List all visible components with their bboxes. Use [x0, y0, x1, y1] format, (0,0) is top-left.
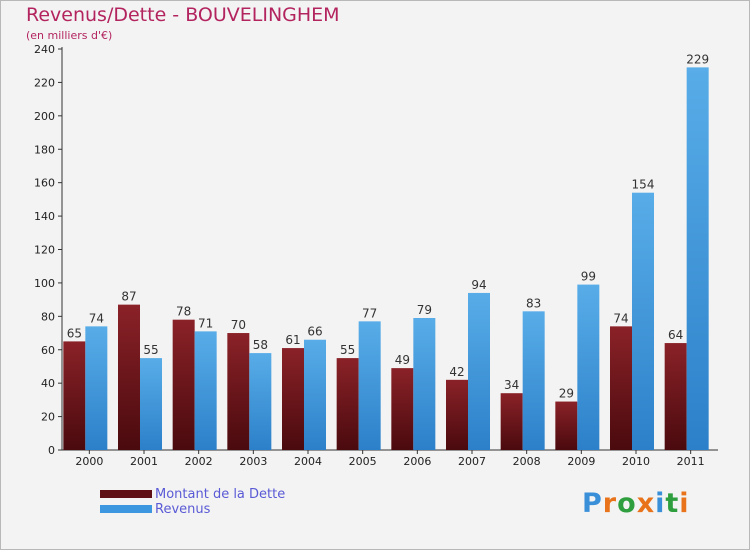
x-tick-label: 2005: [349, 455, 377, 468]
data-label-debt: 29: [559, 387, 574, 401]
x-tick-label: 2010: [622, 455, 650, 468]
chart-bars: [63, 67, 709, 451]
bar-debt: [610, 326, 632, 450]
bar-revenue: [686, 67, 709, 451]
y-tick-label: 120: [34, 244, 55, 257]
bar-revenue: [577, 284, 600, 450]
bar-revenue: [632, 192, 654, 451]
data-label-revenue: 154: [632, 178, 655, 192]
bar-revenue: [358, 321, 381, 450]
x-tick-label: 2009: [567, 455, 595, 468]
bar-revenue: [249, 353, 272, 450]
y-tick-label: 0: [48, 444, 55, 457]
x-tick-label: 2008: [513, 455, 541, 468]
data-label-debt: 78: [176, 305, 191, 319]
data-label-revenue: 94: [471, 278, 486, 292]
data-label-debt: 61: [285, 333, 300, 347]
x-tick-label: 2006: [403, 455, 431, 468]
y-tick-label: 20: [41, 411, 55, 424]
proxiti-logo: Proxiti: [582, 488, 690, 519]
data-label-revenue: 79: [417, 303, 432, 317]
x-tick-label: 2004: [294, 455, 322, 468]
y-tick-label: 100: [34, 277, 55, 290]
legend-item-revenue: Revenus: [100, 501, 211, 517]
data-label-debt: 87: [121, 290, 136, 304]
data-label-revenue: 55: [143, 343, 158, 357]
data-label-debt: 34: [504, 378, 519, 392]
bar-debt: [391, 368, 414, 450]
x-tick-label: 2002: [185, 455, 213, 468]
bar-debt: [172, 319, 195, 450]
bar-debt: [336, 358, 359, 450]
bar-revenue: [413, 318, 436, 450]
x-tick-label: 2011: [677, 455, 705, 468]
data-label-debt: 64: [668, 328, 683, 342]
bar-revenue: [468, 292, 490, 450]
y-tick-label: 200: [34, 110, 55, 123]
bar-debt: [555, 401, 578, 450]
bar-revenue: [522, 311, 545, 450]
data-label-revenue: 66: [307, 325, 322, 339]
x-tick-label: 2000: [75, 455, 103, 468]
legend-swatch-debt: [100, 490, 152, 498]
bar-revenue: [304, 339, 326, 450]
data-label-debt: 65: [67, 326, 82, 340]
x-tick-label: 2001: [130, 455, 158, 468]
data-label-debt: 49: [395, 353, 410, 367]
legend-label-revenue: Revenus: [155, 501, 211, 517]
data-label-revenue: 83: [526, 296, 541, 310]
bar-revenue: [140, 358, 162, 450]
y-tick-label: 180: [34, 143, 55, 156]
y-tick-label: 40: [41, 377, 55, 390]
bar-debt: [118, 304, 140, 450]
bar-debt: [500, 393, 523, 450]
legend-label-debt: Montant de la Dette: [155, 486, 286, 502]
data-label-debt: 42: [449, 365, 464, 379]
bar-revenue: [85, 326, 108, 450]
data-label-revenue: 229: [686, 52, 709, 66]
bar-debt: [227, 333, 250, 450]
data-label-revenue: 58: [253, 338, 268, 352]
y-tick-label: 140: [34, 210, 55, 223]
data-label-debt: 55: [340, 343, 355, 357]
bar-debt: [63, 341, 86, 450]
bar-revenue: [194, 331, 217, 450]
chart-data-labels: 65 74 87 55 78 71 70 58 61 66 55 77 49 79 42 94 34 83 29 99…: [67, 52, 709, 400]
legend-swatch-revenue: [100, 505, 152, 513]
data-label-revenue: 99: [581, 270, 596, 284]
data-label-revenue: 74: [89, 311, 104, 325]
y-tick-label: 160: [34, 177, 55, 190]
x-tick-label: 2007: [458, 455, 486, 468]
y-tick-label: 60: [41, 344, 55, 357]
bar-debt: [664, 343, 687, 450]
bar-debt: [282, 348, 304, 450]
legend-item-debt: Montant de la Dette: [100, 486, 286, 502]
chart-subtitle: (en milliers d'€): [26, 29, 113, 42]
y-tick-label: 220: [34, 76, 55, 89]
data-label-debt: 74: [613, 311, 628, 325]
bar-debt: [446, 379, 468, 450]
data-label-revenue: 77: [362, 306, 377, 320]
x-tick-label: 2003: [239, 455, 267, 468]
chart-title: Revenus/Dette - BOUVELINGHEM: [26, 4, 340, 26]
data-label-debt: 70: [231, 318, 246, 332]
y-tick-label: 80: [41, 310, 55, 323]
data-label-revenue: 71: [198, 316, 213, 330]
chart-axes: 0 20 40 60 80 100 120 140 160 180 200 220 240 2000 200…: [34, 43, 718, 468]
y-tick-label: 240: [34, 43, 55, 56]
